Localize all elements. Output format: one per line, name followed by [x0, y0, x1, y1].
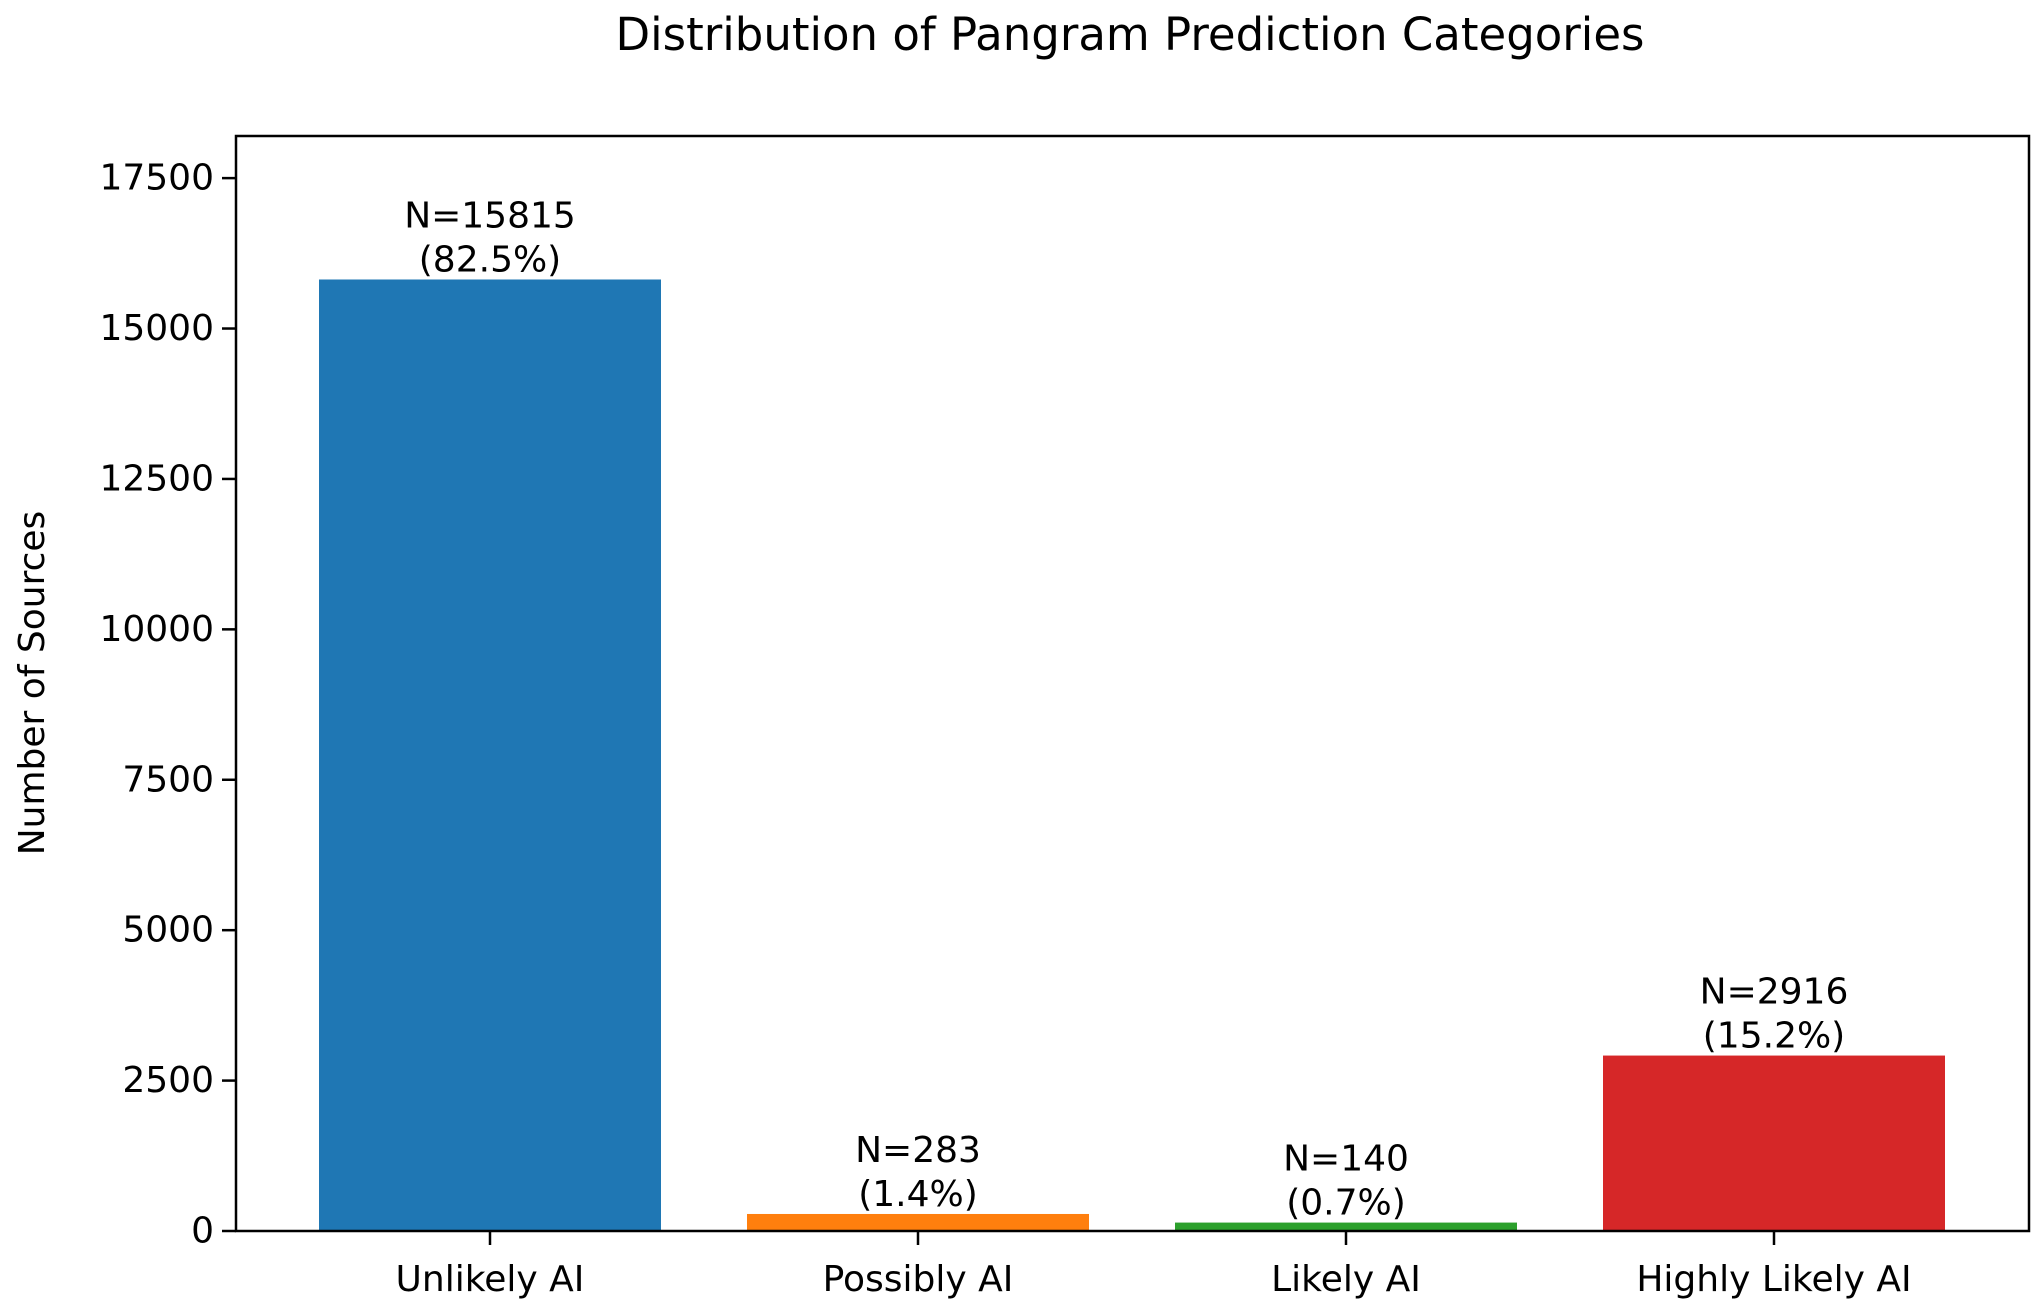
x-axis: Unlikely AI Possibly AI Likely AI Highly Li… [396, 1231, 1912, 1300]
bar-percent-label: (0.7%) [1286, 1183, 1406, 1224]
y-tick-label: 15000 [99, 308, 214, 349]
bar-count-label: N=2916 [1700, 972, 1849, 1013]
y-tick-label: 2500 [122, 1060, 214, 1101]
bar-count-label: N=15815 [404, 195, 576, 236]
bar-percent-label: (82.5%) [419, 239, 561, 280]
x-tick-label: Likely AI [1271, 1259, 1421, 1300]
bar [319, 279, 661, 1231]
chart-title: Distribution of Pangram Prediction Categ… [616, 8, 1645, 61]
plot-frame [234, 134, 2031, 1233]
bar [747, 1213, 1089, 1231]
y-tick-label: 7500 [122, 759, 214, 800]
y-tick-label: 17500 [99, 158, 214, 199]
x-tick-label: Highly Likely AI [1636, 1259, 1911, 1300]
data-labels: N=15815(82.5%) N=283(1.4%) N=140(0.7%) N=29… [404, 195, 1848, 1223]
bar [1603, 1055, 1945, 1231]
bar-percent-label: (15.2%) [1703, 1016, 1845, 1057]
bar-percent-label: (1.4%) [858, 1174, 978, 1215]
y-tick-label: 0 [191, 1211, 214, 1252]
bar [1175, 1222, 1517, 1231]
x-tick-label: Possibly AI [823, 1259, 1014, 1300]
y-tick-label: 10000 [99, 609, 214, 650]
y-tick-label: 5000 [122, 910, 214, 951]
bars [319, 279, 1945, 1231]
bar-count-label: N=283 [855, 1130, 981, 1171]
y-tick-label: 12500 [99, 458, 214, 499]
y-axis-label: Number of Sources [12, 511, 53, 856]
bar-count-label: N=140 [1283, 1139, 1409, 1180]
x-tick-label: Unlikely AI [396, 1259, 585, 1300]
y-axis: 0 2500 5000 7500 10000 12500 15000 17500 [99, 158, 236, 1252]
